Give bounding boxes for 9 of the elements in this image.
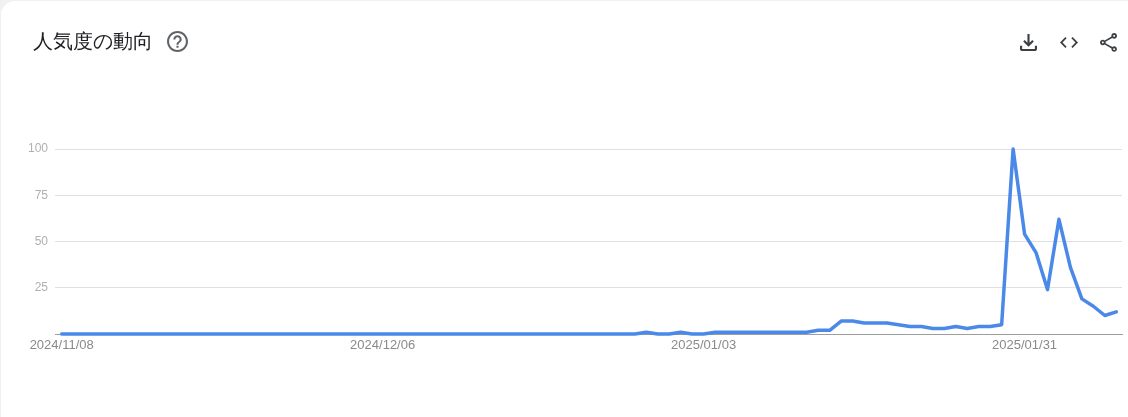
chart-title: 人気度の動向 [33, 28, 153, 55]
y-tick-label: 25 [34, 280, 49, 295]
y-tick-label: 50 [34, 233, 49, 248]
x-tick-label: 2024/12/06 [350, 337, 416, 353]
x-tick-label: 2024/11/08 [29, 337, 94, 353]
y-tick-label: 75 [34, 187, 49, 202]
y-tick-label: 100 [27, 141, 49, 156]
x-tick-label: 2025/01/31 [992, 337, 1058, 353]
x-tick-label: 2025/01/03 [671, 337, 737, 353]
